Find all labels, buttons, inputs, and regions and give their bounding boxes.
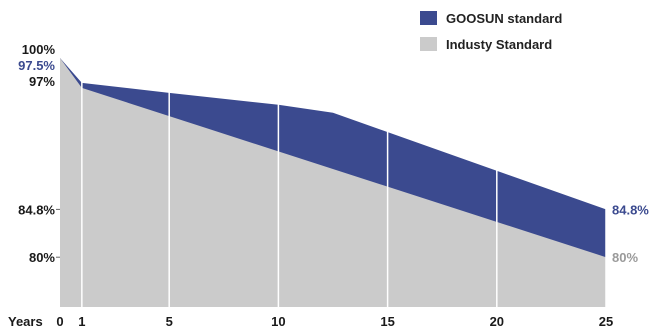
y-tick-label: 97.5% xyxy=(18,58,55,73)
x-tick-label: 1 xyxy=(78,314,85,329)
legend-swatch xyxy=(420,11,437,25)
area-industy-standard xyxy=(60,58,606,307)
y-tick-label: 97% xyxy=(29,74,55,89)
y-tick-label: 80% xyxy=(29,250,55,265)
legend-swatch xyxy=(420,37,437,51)
legend-label: GOOSUN standard xyxy=(446,11,562,26)
x-tick-label: 10 xyxy=(271,314,285,329)
x-axis-label: Years xyxy=(8,314,43,329)
end-label-industy-standard: 80% xyxy=(612,250,638,265)
y-tick-label: 84.8% xyxy=(18,202,55,217)
chart-grid xyxy=(81,60,607,307)
chart-areas xyxy=(60,58,606,307)
y-tick-label: 100% xyxy=(22,42,56,57)
x-tick-label: 0 xyxy=(56,314,63,329)
x-tick-label: 20 xyxy=(490,314,504,329)
x-tick-label: 25 xyxy=(599,314,613,329)
end-label-goosun-standard: 84.8% xyxy=(612,202,649,217)
end-labels: 84.8% 80% xyxy=(612,202,649,265)
legend: GOOSUN standard Industy Standard xyxy=(420,11,562,52)
x-axis-ticks: Years 0 1 5 10 15 20 25 xyxy=(8,314,613,329)
x-tick-label: 15 xyxy=(380,314,394,329)
y-axis-ticks: 100%97.5%97% 84.8% 80% xyxy=(18,42,60,265)
legend-label: Industy Standard xyxy=(446,37,552,52)
x-tick-label: 5 xyxy=(166,314,173,329)
